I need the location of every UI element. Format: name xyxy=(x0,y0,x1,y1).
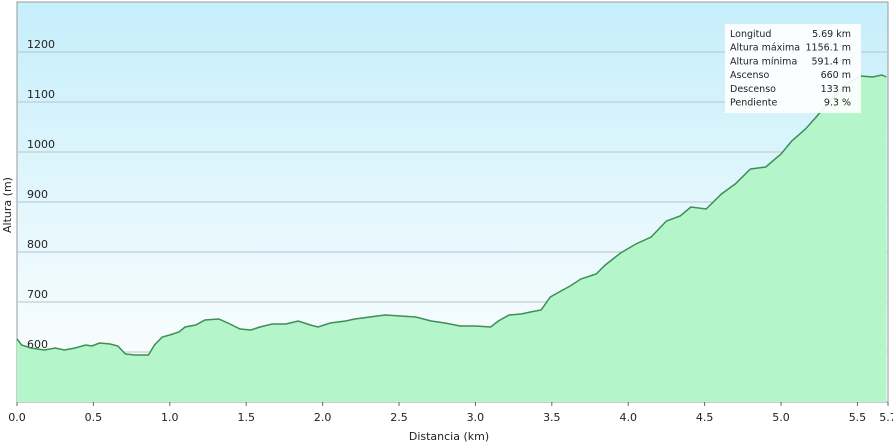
x-tick-label: 2.0 xyxy=(314,411,332,424)
y-tick-label: 800 xyxy=(27,238,48,251)
x-tick-label: 5.7 xyxy=(879,411,893,424)
stat-label: Altura mínima xyxy=(730,56,797,67)
stat-value: 9.3 % xyxy=(824,98,851,109)
stat-label: Longitud xyxy=(730,29,771,40)
y-tick-label: 1200 xyxy=(27,38,55,51)
y-tick-label: 900 xyxy=(27,188,48,201)
x-tick-label: 0.0 xyxy=(8,411,26,424)
stat-label: Ascenso xyxy=(730,70,769,81)
x-tick-label: 5.0 xyxy=(772,411,790,424)
area xyxy=(17,75,887,402)
stat-value: 591.4 m xyxy=(812,56,851,67)
x-tick-label: 3.5 xyxy=(543,411,561,424)
stat-value: 5.69 km xyxy=(812,29,851,40)
stats-box xyxy=(725,24,861,113)
x-tick-label: 4.0 xyxy=(619,411,637,424)
x-axis-label: Distancia (km) xyxy=(409,430,489,443)
x-tick-label: 5.5 xyxy=(849,411,867,424)
stat-value: 1156.1 m xyxy=(805,43,851,54)
y-tick-label: 1100 xyxy=(27,88,55,101)
stat-value: 133 m xyxy=(821,84,851,95)
x-tick-label: 1.5 xyxy=(237,411,255,424)
x-tick-label: 3.0 xyxy=(467,411,485,424)
stat-label: Pendiente xyxy=(730,98,778,109)
y-tick-label: 1000 xyxy=(27,138,55,151)
x-tick-label: 2.5 xyxy=(390,411,408,424)
stat-label: Altura máxima xyxy=(730,43,800,54)
y-tick-label: 700 xyxy=(27,288,48,301)
stat-label: Descenso xyxy=(730,84,776,95)
x-tick-label: 4.5 xyxy=(696,411,714,424)
x-tick-label: 0.5 xyxy=(85,411,103,424)
x-tick-label: 1.0 xyxy=(161,411,179,424)
y-axis-label: Altura (m) xyxy=(1,177,14,233)
stat-value: 660 m xyxy=(821,70,851,81)
line xyxy=(16,74,887,356)
